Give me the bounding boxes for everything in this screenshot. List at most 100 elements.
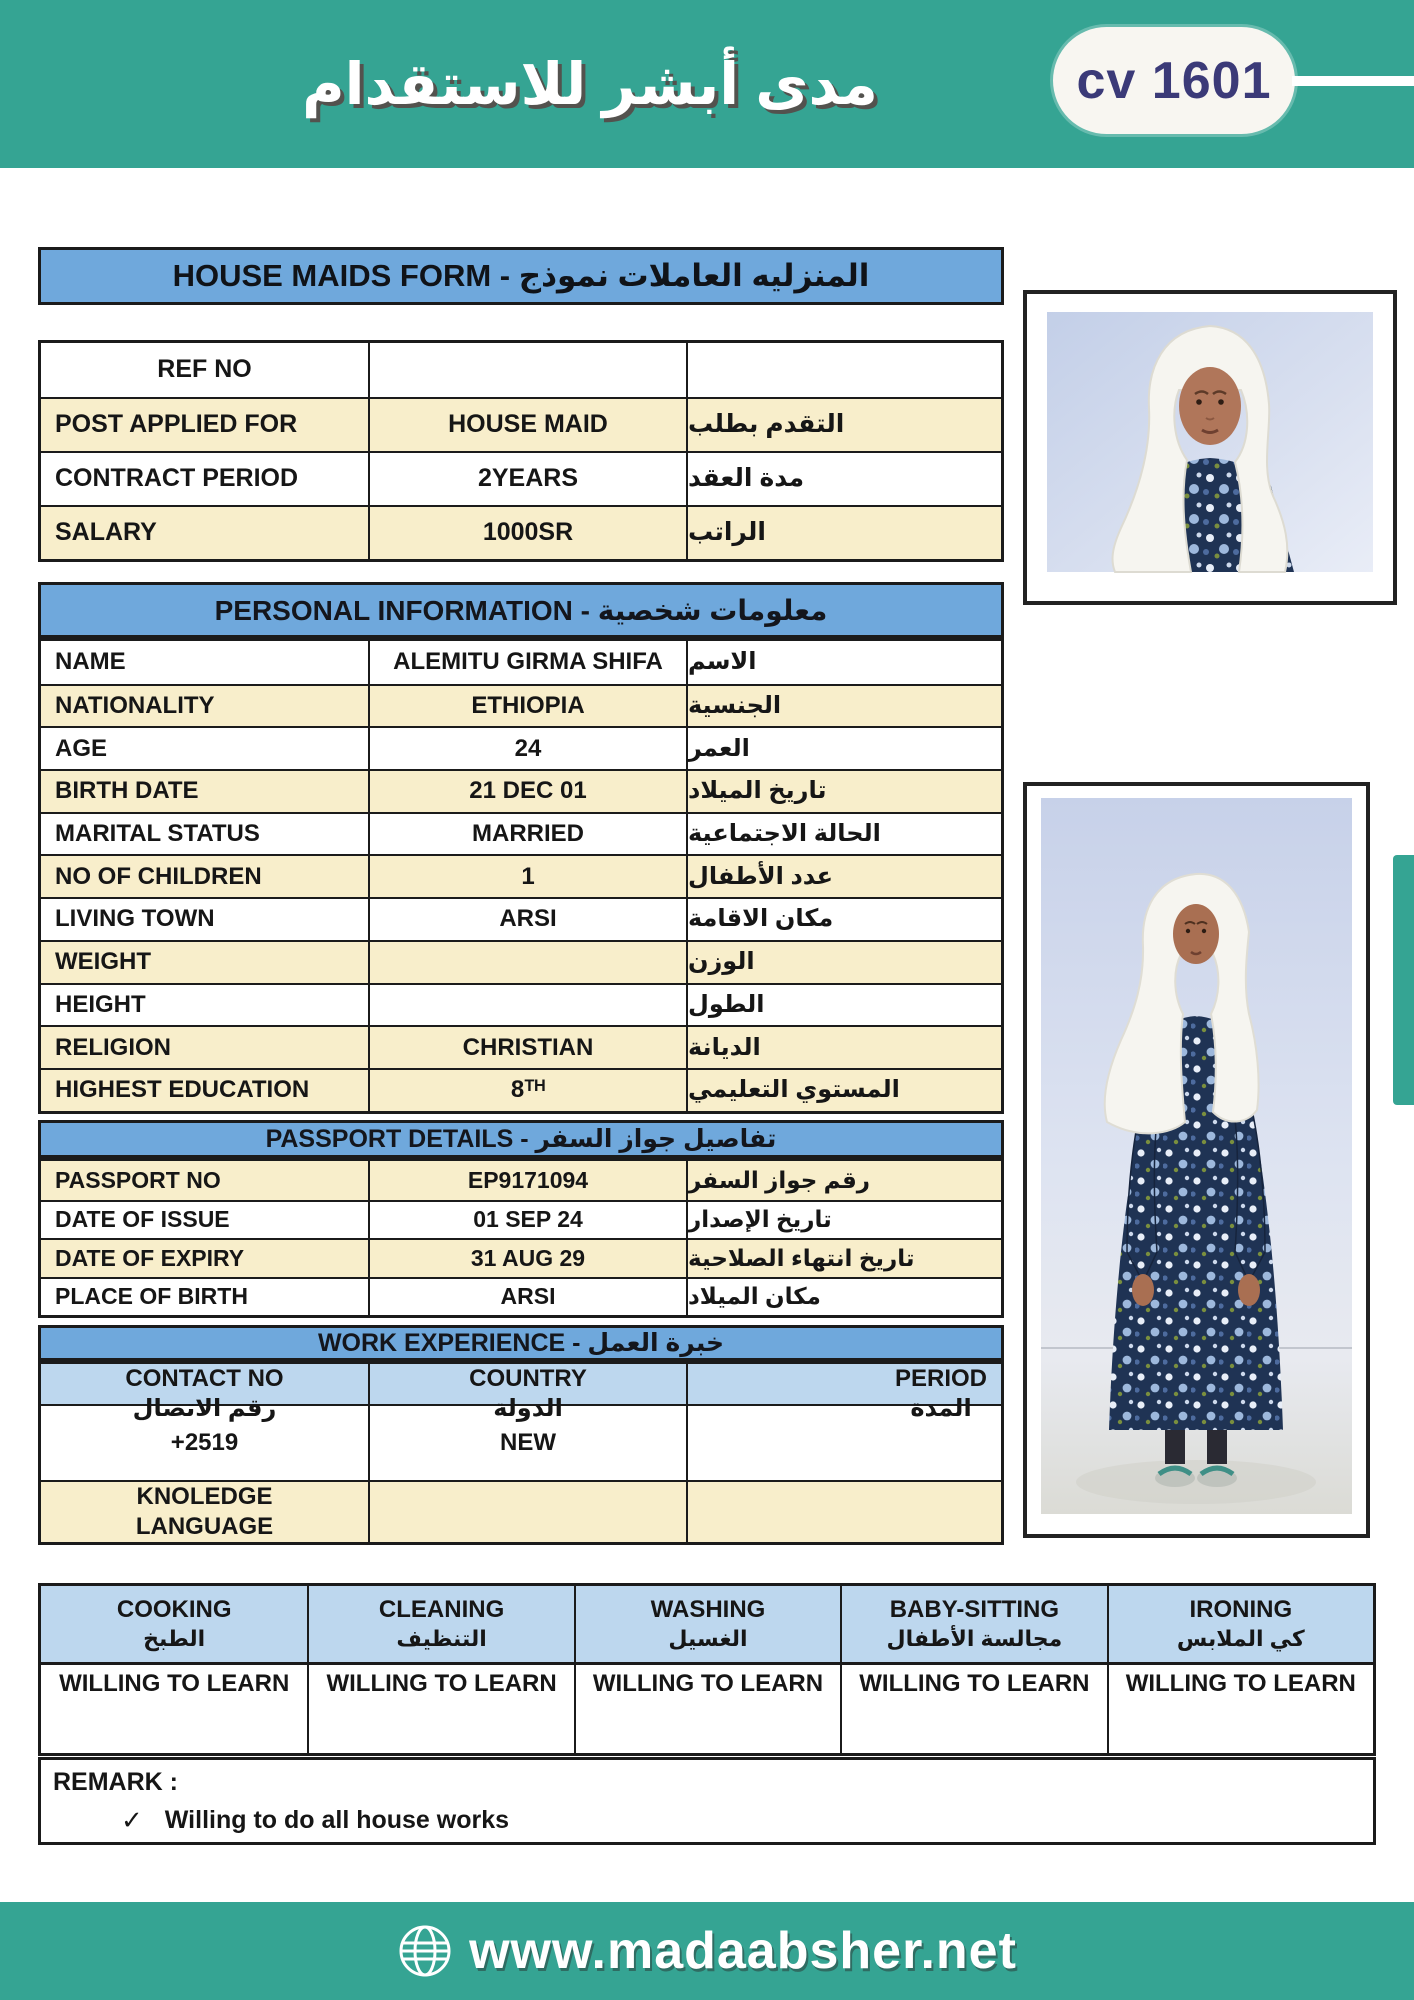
skills-header-row: COOKING الطبخ CLEANING التنظيف WASHING ا… (41, 1586, 1373, 1662)
personal-information-title: PERSONAL INFORMATION - معلومات شخصية (214, 594, 828, 626)
passport-details-table: PASSPORT NO EP9171094 رقم جواز السفر DAT… (38, 1158, 1004, 1318)
field-value: CHRISTIAN (368, 1027, 686, 1068)
skill-header-cell: IRONING كي الملابس (1106, 1586, 1373, 1662)
field-label: NAME (55, 648, 126, 676)
badge-connector-line (1292, 76, 1414, 86)
skill-header-cell: COOKING الطبخ (41, 1586, 307, 1662)
field-label: LIVING TOWN (55, 905, 215, 933)
field-value: 21 DEC 01 (368, 771, 686, 812)
field-value: 31 AUG 29 (368, 1240, 686, 1277)
table-row: BIRTH DATE 21 DEC 01 تاريخ الميلاد (41, 769, 1001, 812)
skill-name-arabic: الطبخ (143, 1626, 206, 1652)
teal-side-strip (1393, 855, 1414, 1105)
skill-name-english: WASHING (650, 1596, 766, 1624)
table-row: NATIONALITY ETHIOPIA الجنسية (41, 683, 1001, 727)
field-label: REF NO (157, 355, 252, 384)
work-col-country (368, 1482, 686, 1542)
skill-name-english: BABY-SITTING (889, 1596, 1060, 1624)
skill-name-arabic: مجالسة الأطفال (886, 1626, 1063, 1652)
work-col-country: COUNTRY الدولة (368, 1364, 686, 1424)
field-value: 1000SR (368, 507, 686, 559)
field-value: HOUSE MAID (368, 399, 686, 451)
table-row: POST APPLIED FOR HOUSE MAID التقدم بطلب (41, 397, 1001, 451)
work-col-contact: KNOLEDGE LANGUAGE (135, 1483, 274, 1540)
field-label: PASSPORT NO (55, 1166, 221, 1193)
field-label-arabic: التقدم بطلب (686, 399, 1001, 451)
agency-name-arabic: مدى أبشر للاستقدام (302, 52, 878, 117)
field-label-arabic: الراتب (686, 507, 1001, 559)
field-label: WEIGHT (55, 948, 151, 976)
table-row: KNOLEDGE LANGUAGE (41, 1480, 1001, 1542)
skill-name-english: COOKING (116, 1596, 232, 1624)
table-row: WEIGHT الوزن (41, 939, 1001, 983)
field-label: BIRTH DATE (55, 777, 199, 805)
skill-value-cell: WILLING TO LEARN (59, 1670, 290, 1697)
table-row: NO OF CHILDREN 1 عدد الأطفال (41, 854, 1001, 898)
table-row: CONTRACT PERIOD 2YEARS مدة العقد (41, 451, 1001, 505)
work-col-contact: CONTACT NO رقم الاتصال (125, 1365, 284, 1422)
website-url: www.madaabsher.net (469, 1922, 1017, 1980)
personal-information-table: NAME ALEMITU GIRMA SHIFA الاسم NATIONALI… (38, 638, 1004, 1114)
skill-name-arabic: التنظيف (396, 1626, 487, 1652)
full-body-photo-illustration (1023, 782, 1370, 1538)
field-value: MARRIED (368, 813, 686, 855)
work-col-period (686, 1406, 1001, 1480)
field-value: ARSI (368, 1278, 686, 1315)
table-row: +2519 NEW (41, 1404, 1001, 1480)
field-label-arabic: الحالة الاجتماعية (686, 813, 1001, 855)
field-label-arabic: المستوي التعليمي (686, 1069, 1001, 1111)
table-row: HEIGHT الطول (41, 982, 1001, 1026)
field-label-arabic: تاريخ الميلاد (686, 771, 1001, 812)
field-label-arabic (686, 343, 1001, 397)
skill-name-arabic: الغسيل (668, 1626, 748, 1652)
table-row: PASSPORT NO EP9171094 رقم جواز السفر (41, 1161, 1001, 1200)
field-value: ETHIOPIA (368, 685, 686, 727)
field-value: 24 (368, 728, 686, 770)
remark-item: ✓ Willing to do all house works (121, 1805, 1361, 1836)
field-label: MARITAL STATUS (55, 820, 260, 848)
skill-value-cell: WILLING TO LEARN (1106, 1665, 1373, 1753)
cv-number-badge: cv 1601 (1053, 27, 1295, 134)
skills-table: COOKING الطبخ CLEANING التنظيف WASHING ا… (38, 1583, 1376, 1756)
table-row: REF NO (41, 343, 1001, 397)
field-value: ALEMITU GIRMA SHIFA (368, 641, 686, 684)
field-value (368, 343, 686, 397)
table-row: HIGHEST EDUCATION 8ᵀᴴ المستوي التعليمي (41, 1067, 1001, 1111)
field-label-arabic: تاريخ الإصدار (686, 1201, 1001, 1238)
field-label-arabic: مدة العقد (686, 453, 1001, 505)
table-row: NAME ALEMITU GIRMA SHIFA الاسم (41, 641, 1001, 684)
table-row: PLACE OF BIRTH ARSI مكان الميلاد (41, 1276, 1001, 1315)
work-col-country: NEW (368, 1406, 686, 1480)
portrait-photo-illustration (1023, 290, 1397, 605)
field-label-arabic: الطول (686, 984, 1001, 1026)
field-label-arabic: مكان الميلاد (686, 1278, 1001, 1315)
table-row: MARITAL STATUS MARRIED الحالة الاجتماعية (41, 811, 1001, 855)
field-value: ARSI (368, 899, 686, 940)
remark-box: REMARK : ✓ Willing to do all house works (38, 1757, 1376, 1845)
field-label-arabic: الجنسية (686, 685, 1001, 727)
work-col-contact: +2519 (170, 1429, 239, 1456)
field-label-arabic: الوزن (686, 941, 1001, 983)
table-row: AGE 24 العمر (41, 726, 1001, 770)
field-label: CONTRACT PERIOD (55, 464, 299, 493)
field-value (368, 941, 686, 983)
passport-details-title: PASSPORT DETAILS - تفاصيل جواز السفر (265, 1125, 777, 1153)
skill-name-english: CLEANING (378, 1596, 505, 1624)
skill-header-cell: WASHING الغسيل (573, 1586, 840, 1662)
table-row: SALARY 1000SR الراتب (41, 505, 1001, 559)
table-row: LIVING TOWN ARSI مكان الاقامة (41, 897, 1001, 940)
table-row: DATE OF EXPIRY 31 AUG 29 تاريخ انتهاء ال… (41, 1238, 1001, 1277)
field-label: HEIGHT (55, 990, 146, 1018)
field-label: NO OF CHILDREN (55, 862, 262, 890)
skill-value-cell: WILLING TO LEARN (307, 1665, 573, 1753)
skill-name-english: IRONING (1189, 1596, 1293, 1624)
field-label-arabic: تاريخ انتهاء الصلاحية (686, 1240, 1001, 1277)
remark-text: Willing to do all house works (164, 1806, 510, 1834)
work-col-period: PERIOD المدة (686, 1364, 1001, 1424)
skill-name-arabic: كي الملابس (1176, 1626, 1305, 1652)
field-label: DATE OF EXPIRY (55, 1244, 245, 1271)
field-value: 2YEARS (368, 453, 686, 505)
skill-value-cell: WILLING TO LEARN (840, 1665, 1106, 1753)
check-icon: ✓ (121, 1805, 143, 1835)
